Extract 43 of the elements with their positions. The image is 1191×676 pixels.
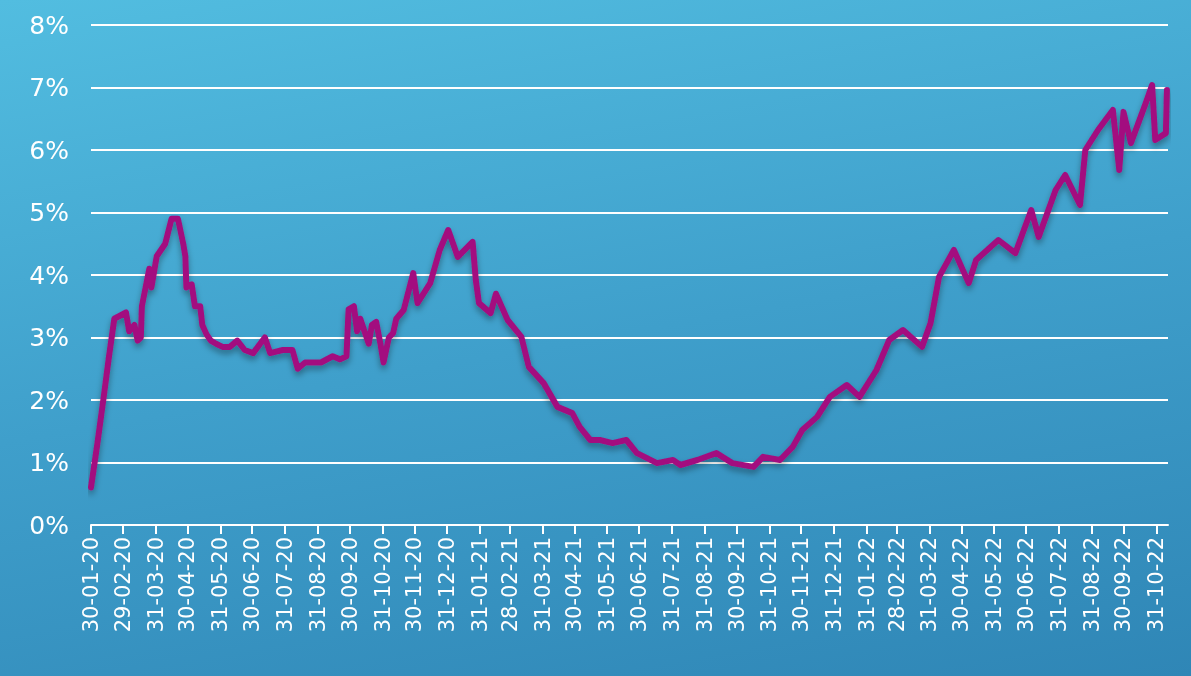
- x-tick-label: 31-01-21: [468, 537, 493, 633]
- x-tick-label: 31-01-22: [854, 537, 879, 633]
- y-tick-label: 8%: [29, 10, 69, 40]
- x-tick-label: 30-01-20: [79, 537, 103, 633]
- x-tick-label: 30-09-21: [724, 537, 749, 633]
- x-tick-label: 31-12-20: [435, 537, 460, 633]
- x-tick-label: 31-08-21: [692, 537, 717, 633]
- x-tick-label: 31-05-20: [208, 537, 233, 633]
- y-tick-label: 3%: [29, 323, 69, 352]
- x-tick-label: 30-06-22: [1013, 537, 1038, 633]
- y-tick-label: 5%: [29, 198, 69, 227]
- x-tick-label: 28-02-22: [884, 537, 909, 633]
- x-tick-label: 31-03-22: [917, 537, 942, 633]
- x-tick-label: 30-11-21: [789, 537, 814, 633]
- x-tick-label: 31-10-21: [757, 537, 782, 633]
- x-tick-label: 31-12-21: [822, 537, 847, 633]
- x-tick-label: 30-09-22: [1111, 537, 1136, 633]
- y-tick-label: 4%: [29, 260, 69, 290]
- y-tick-label: 6%: [29, 135, 69, 165]
- x-tick-label: 31-07-21: [659, 537, 684, 633]
- x-tick-label: 30-04-20: [175, 537, 200, 633]
- x-tick-label: 31-05-21: [595, 537, 620, 633]
- y-tick-label: 2%: [29, 385, 69, 415]
- x-tick-label: 30-06-21: [627, 537, 652, 633]
- x-tick-label: 31-08-22: [1079, 537, 1104, 633]
- x-tick-label: 30-09-20: [337, 537, 362, 633]
- x-tick-label: 28-02-21: [497, 537, 522, 633]
- x-tick-label: 29-02-20: [110, 537, 135, 633]
- x-tick-label: 30-04-22: [949, 537, 974, 633]
- x-tick-label: 31-03-20: [143, 537, 168, 633]
- x-tick-label: 31-10-20: [370, 537, 395, 633]
- y-tick-label: 1%: [29, 448, 69, 477]
- y-tick-label: 7%: [29, 73, 69, 102]
- x-tick-label: 30-11-20: [402, 537, 427, 633]
- y-tick-label: 0%: [29, 510, 69, 540]
- x-tick-label: 31-03-21: [530, 537, 555, 633]
- x-tick-label: 31-08-20: [305, 537, 330, 633]
- x-tick-label: 31-07-20: [272, 537, 297, 633]
- x-tick-label: 31-05-22: [982, 537, 1007, 633]
- x-tick-label: 30-06-20: [240, 537, 265, 633]
- x-tick-label: 31-07-22: [1046, 537, 1071, 633]
- x-tick-label: 31-10-22: [1144, 537, 1169, 633]
- x-tick-label: 30-04-21: [562, 537, 587, 633]
